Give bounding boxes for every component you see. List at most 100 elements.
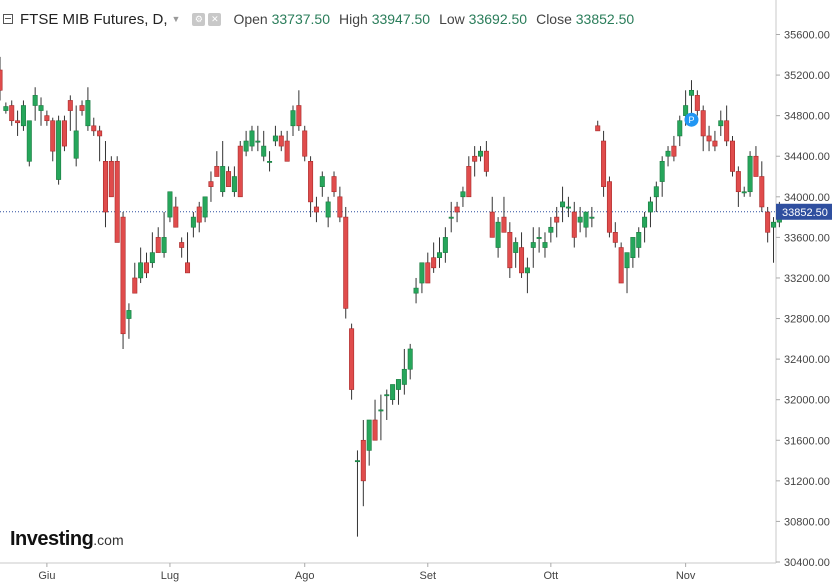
candle-body[interactable] [495, 221, 501, 248]
candle-body[interactable] [372, 419, 378, 441]
candle-body[interactable] [448, 216, 454, 219]
candle-body[interactable] [261, 145, 267, 157]
candle-body[interactable] [44, 115, 50, 122]
candle-body[interactable] [741, 191, 747, 194]
candle-body[interactable] [155, 237, 161, 253]
candle-body[interactable] [149, 252, 155, 264]
candle-body[interactable] [489, 211, 495, 238]
candle-body[interactable] [296, 105, 302, 127]
candle-body[interactable] [161, 237, 167, 253]
event-marker[interactable] [684, 112, 699, 127]
candle-body[interactable] [436, 252, 442, 258]
candle-body[interactable] [167, 191, 173, 218]
candle-body[interactable] [460, 191, 466, 198]
candle-body[interactable] [378, 409, 384, 412]
candle-body[interactable] [583, 211, 589, 228]
candle-body[interactable] [466, 166, 472, 198]
candle-body[interactable] [683, 105, 689, 116]
close-icon[interactable]: ✕ [208, 12, 222, 26]
candle-body[interactable] [724, 120, 730, 142]
candle-body[interactable] [483, 150, 489, 172]
candle-body[interactable] [554, 216, 560, 223]
candle-body[interactable] [659, 161, 665, 182]
candle-body[interactable] [50, 120, 56, 152]
candle-body[interactable] [3, 106, 9, 111]
candle-body[interactable] [32, 95, 38, 106]
candle-body[interactable] [226, 171, 232, 187]
candle-body[interactable] [308, 161, 314, 203]
candle-body[interactable] [677, 120, 683, 137]
candle-body[interactable] [138, 262, 144, 279]
candle-body[interactable] [313, 206, 319, 213]
candle-body[interactable] [114, 161, 120, 243]
candle-body[interactable] [612, 232, 618, 243]
candle-body[interactable] [478, 150, 484, 157]
candle-body[interactable] [267, 161, 273, 163]
candle-body[interactable] [472, 155, 478, 162]
candle-body[interactable] [647, 201, 653, 213]
candle-body[interactable] [618, 247, 624, 284]
candle-body[interactable] [9, 105, 15, 122]
candle-body[interactable] [102, 161, 108, 213]
candle-body[interactable] [214, 166, 220, 177]
candle-body[interactable] [331, 176, 337, 193]
candle-body[interactable] [278, 135, 284, 147]
candle-body[interactable] [343, 216, 349, 309]
candle-body[interactable] [85, 100, 91, 127]
candle-body[interactable] [595, 125, 601, 132]
candle-body[interactable] [108, 161, 114, 198]
candle-body[interactable] [753, 155, 759, 177]
candle-body[interactable] [237, 145, 243, 198]
candle-body[interactable] [771, 221, 777, 228]
candle-body[interactable] [501, 216, 507, 233]
candle-body[interactable] [384, 394, 390, 397]
candle-body[interactable] [20, 105, 26, 127]
gear-icon[interactable]: ⚙ [192, 12, 206, 26]
candle-body[interactable] [530, 242, 536, 248]
candle-body[interactable] [507, 232, 513, 269]
candle-body[interactable] [425, 262, 431, 284]
candle-body[interactable] [91, 125, 97, 132]
candle-body[interactable] [565, 206, 571, 209]
candle-body[interactable] [712, 140, 718, 147]
candle-body[interactable] [589, 216, 595, 219]
candle-body[interactable] [536, 237, 542, 239]
candle-body[interactable] [571, 211, 577, 238]
candle-body[interactable] [665, 150, 671, 157]
candle-body[interactable] [255, 140, 261, 143]
candle-body[interactable] [765, 211, 771, 233]
candle-body[interactable] [700, 110, 706, 137]
candle-body[interactable] [126, 310, 132, 319]
candle-body[interactable] [642, 216, 648, 228]
candle-body[interactable] [190, 216, 196, 228]
candle-body[interactable] [185, 262, 191, 274]
candle-body[interactable] [284, 140, 290, 162]
investing-logo[interactable]: Investing.com [10, 528, 124, 550]
candle-body[interactable] [325, 201, 331, 218]
candle-body[interactable] [179, 242, 185, 248]
candle-body[interactable] [120, 216, 126, 335]
candle-body[interactable] [366, 419, 372, 451]
candle-body[interactable] [759, 176, 765, 208]
candle-body[interactable] [606, 181, 612, 233]
candle-body[interactable] [519, 247, 525, 274]
candle-body[interactable] [15, 120, 21, 124]
candle-body[interactable] [144, 262, 150, 274]
candle-body[interactable] [630, 237, 636, 258]
candle-body[interactable] [577, 216, 583, 223]
candle-body[interactable] [694, 95, 700, 111]
chevron-down-icon[interactable]: ▼ [171, 14, 181, 24]
candle-body[interactable] [442, 237, 448, 253]
candle-body[interactable] [390, 384, 396, 400]
candle-body[interactable] [243, 140, 249, 152]
candle-body[interactable] [26, 120, 32, 162]
candle-body[interactable] [413, 287, 419, 294]
candle-body[interactable] [513, 242, 519, 253]
candle-body[interactable] [671, 145, 677, 157]
candle-body[interactable] [319, 176, 325, 187]
candle-body[interactable] [706, 135, 712, 142]
candle-body[interactable] [395, 379, 401, 390]
candle-body[interactable] [61, 120, 67, 147]
candle-body[interactable] [0, 69, 3, 91]
